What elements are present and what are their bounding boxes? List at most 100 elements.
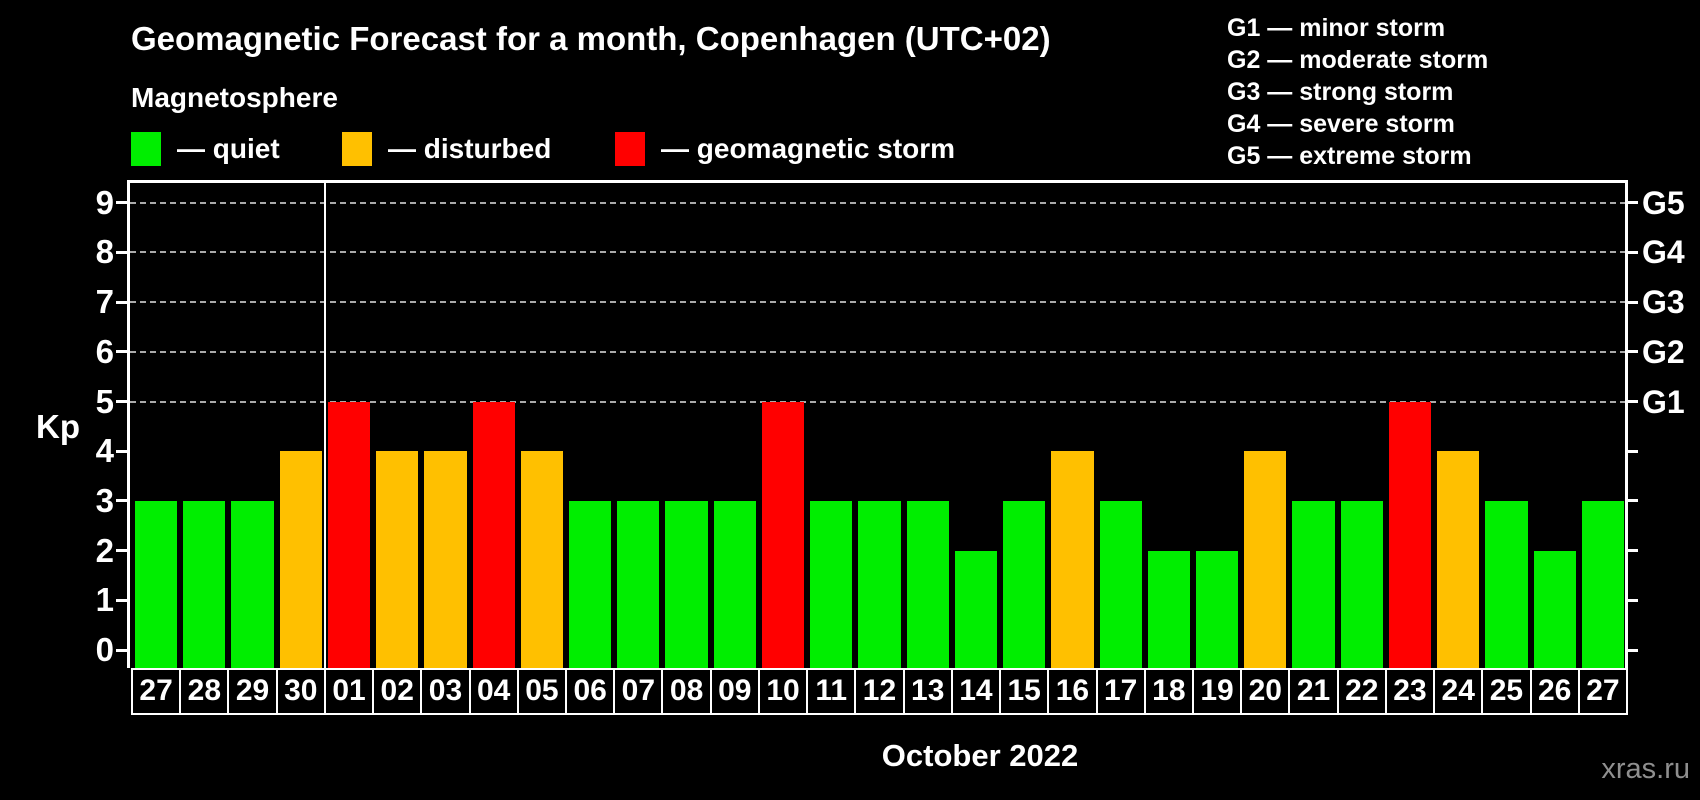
legend-label: — geomagnetic storm — [661, 133, 956, 164]
kp-bar-day-23 — [1388, 401, 1432, 668]
kp-bar-day-15 — [1003, 500, 1046, 668]
day-label-26: 26 — [1529, 668, 1580, 715]
y-tick-right — [1625, 300, 1638, 304]
day-axis: 27 28 29 30 01 02 03 04 05 06 07 08 09 10 11 12 13 14 15 16… — [130, 668, 1628, 715]
day-label-19: 19 — [1191, 668, 1243, 715]
y-tick-right — [1625, 598, 1638, 602]
y-tick-left — [116, 598, 129, 602]
day-label-23: 23 — [1384, 668, 1436, 715]
y-tick-label: 7 — [95, 283, 114, 321]
x-axis-label: October 2022 — [881, 738, 1079, 773]
kp-bar-day-24 — [1437, 451, 1480, 668]
g-scale-legend: G1 — minor storm G2 — moderate storm G3 … — [1227, 12, 1488, 172]
day-label-27: 27 — [131, 668, 182, 715]
y-tick-label: 8 — [95, 233, 114, 271]
y-tick-right — [1625, 250, 1638, 254]
kp-bar-day-25 — [1485, 500, 1528, 668]
kp-bar-day-16 — [1051, 451, 1094, 668]
kp-bar-day-04 — [472, 401, 515, 668]
y-tick-left — [116, 449, 129, 453]
gridline-kp6 — [130, 350, 1625, 353]
g-legend-line: G1 — minor storm — [1227, 14, 1446, 42]
gridline-kp5 — [130, 400, 1625, 403]
y-tick-right — [1625, 201, 1638, 205]
day-label-13: 13 — [902, 668, 953, 715]
y-tick-right — [1625, 350, 1638, 354]
day-label-12: 12 — [854, 668, 905, 715]
kp-bar-day-18 — [1147, 550, 1190, 668]
kp-bar-day-03 — [424, 451, 467, 668]
day-label-09: 09 — [709, 668, 760, 715]
g-legend-line: G5 — extreme storm — [1227, 142, 1472, 170]
y-tick-left — [116, 499, 129, 503]
day-label-06: 06 — [565, 668, 616, 715]
day-label-28: 28 — [179, 668, 230, 715]
day-label-24: 24 — [1433, 668, 1484, 715]
kp-bar-day-29 — [231, 500, 274, 668]
day-label-15: 15 — [999, 668, 1050, 715]
y-tick-label: 5 — [95, 382, 114, 420]
watermark: xras.ru — [1601, 753, 1690, 785]
kp-bar-day-17 — [1099, 500, 1142, 668]
plot-area: 0 1 2 3 4 5 G1 6 G2 7 G3 8 G4 9 G5 — [96, 183, 1685, 668]
y-axis-label: Kp — [36, 408, 80, 445]
kp-bar-day-06 — [569, 500, 612, 668]
day-label-05: 05 — [516, 668, 568, 715]
gridline-kp8 — [130, 251, 1625, 254]
day-label-03: 03 — [420, 668, 471, 715]
day-label-22: 22 — [1336, 668, 1387, 715]
y-tick-label: 6 — [95, 332, 114, 370]
y-tick-right — [1625, 499, 1638, 503]
day-label-25: 25 — [1481, 668, 1532, 715]
kp-bar-day-11 — [810, 500, 853, 668]
day-label-02: 02 — [372, 668, 423, 715]
day-label-08: 08 — [661, 668, 712, 715]
legend-label: — disturbed — [388, 133, 552, 164]
plot-border-top — [127, 180, 1628, 183]
y-tick-left — [116, 350, 129, 354]
kp-bar-day-10 — [761, 401, 805, 668]
kp-bar-day-14 — [954, 550, 998, 668]
kp-bar-day-19 — [1195, 550, 1239, 668]
kp-bar-day-09 — [713, 500, 756, 668]
kp-bar-day-28 — [183, 500, 226, 668]
day-label-11: 11 — [806, 668, 857, 715]
day-label-30: 30 — [275, 668, 326, 715]
disturbed-swatch-icon — [342, 132, 372, 166]
page-title: Geomagnetic Forecast for a month, Copenh… — [131, 20, 1051, 57]
day-label-20: 20 — [1240, 668, 1291, 715]
g-legend-line: G3 — strong storm — [1227, 78, 1454, 106]
y-tick-right — [1625, 400, 1638, 403]
g-axis-label-g5: G5 — [1642, 184, 1685, 221]
legend-item-quiet: — quiet — [131, 130, 280, 168]
y-tick-label: 2 — [95, 531, 114, 569]
magnetosphere-subtitle: Magnetosphere — [131, 82, 338, 113]
y-tick-left — [116, 300, 129, 304]
kp-bar-day-22 — [1340, 500, 1383, 668]
g-axis-label-g3: G3 — [1642, 284, 1685, 321]
day-label-17: 17 — [1095, 668, 1146, 715]
kp-bar-day-13 — [906, 500, 949, 668]
plot-border-right — [1625, 180, 1628, 668]
kp-bar-day-20 — [1244, 451, 1287, 668]
kp-bar-day-12 — [858, 500, 901, 668]
g-legend-line: G4 — severe storm — [1227, 110, 1455, 138]
day-label-21: 21 — [1288, 668, 1339, 715]
gridline-kp7 — [130, 301, 1625, 304]
g-axis-label-g1: G1 — [1642, 383, 1685, 420]
legend-item-storm: — geomagnetic storm — [615, 130, 955, 168]
day-label-29: 29 — [227, 668, 278, 715]
y-tick-label: 4 — [95, 432, 114, 470]
y-tick-right — [1625, 449, 1638, 453]
day-label-07: 07 — [613, 668, 664, 715]
legend-item-disturbed: — disturbed — [342, 130, 551, 168]
g-axis-label-g4: G4 — [1642, 234, 1685, 271]
y-tick-right — [1625, 549, 1638, 553]
kp-bar-day-02 — [376, 451, 419, 668]
kp-bar-day-01 — [327, 401, 371, 668]
y-tick-right — [1625, 648, 1638, 652]
y-tick-left — [116, 549, 129, 553]
kp-bar-day-26 — [1533, 550, 1576, 668]
y-tick-label: 3 — [95, 481, 114, 519]
